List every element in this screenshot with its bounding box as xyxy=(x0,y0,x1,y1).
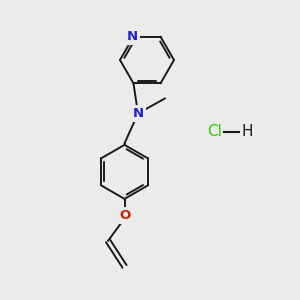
Text: Cl: Cl xyxy=(207,124,222,140)
Text: N: N xyxy=(132,107,144,120)
Text: O: O xyxy=(119,209,130,222)
Text: N: N xyxy=(126,30,138,43)
Text: H: H xyxy=(242,124,253,140)
